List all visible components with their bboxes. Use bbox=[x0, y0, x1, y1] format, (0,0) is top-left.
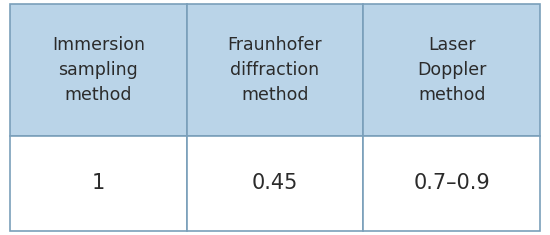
Bar bbox=[10, 4, 186, 136]
Text: Laser
Doppler
method: Laser Doppler method bbox=[417, 36, 486, 104]
Text: 0.45: 0.45 bbox=[252, 173, 298, 193]
Text: Immersion
sampling
method: Immersion sampling method bbox=[52, 36, 145, 104]
Bar bbox=[10, 136, 186, 231]
Bar bbox=[364, 136, 540, 231]
Bar bbox=[186, 4, 364, 136]
Text: Fraunhofer
diffraction
method: Fraunhofer diffraction method bbox=[228, 36, 322, 104]
Bar bbox=[364, 4, 540, 136]
Text: 1: 1 bbox=[92, 173, 105, 193]
Bar bbox=[186, 136, 364, 231]
Text: 0.7–0.9: 0.7–0.9 bbox=[414, 173, 490, 193]
